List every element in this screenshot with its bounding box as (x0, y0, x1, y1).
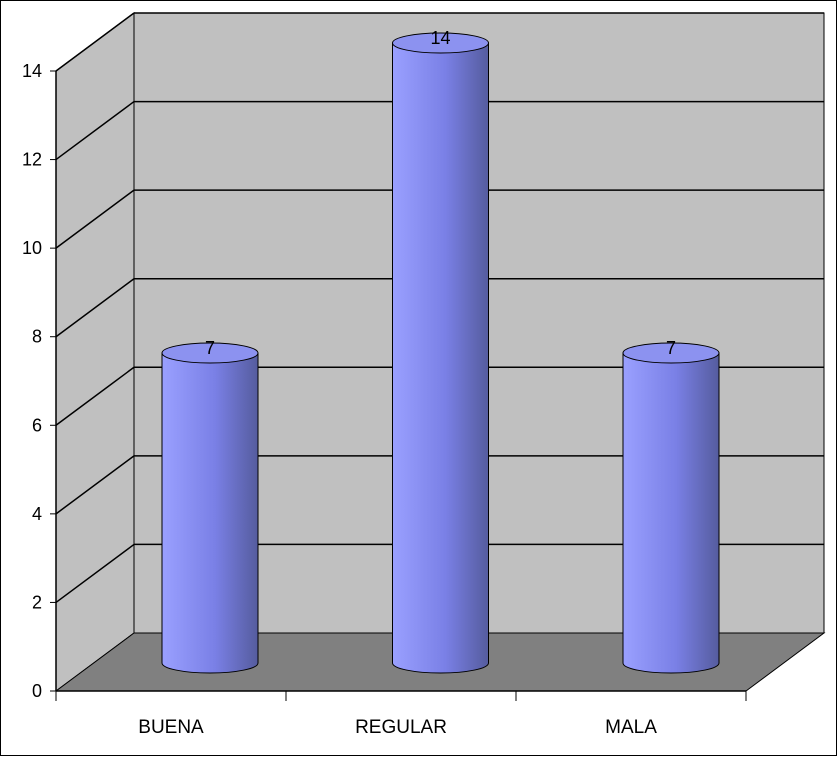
y-tick-label: 8 (32, 327, 42, 347)
data-label: 7 (205, 338, 215, 358)
y-tick-label: 14 (22, 61, 42, 81)
bar-body (392, 42, 489, 674)
x-category-label: REGULAR (355, 717, 447, 738)
bar-cylinder (622, 342, 720, 674)
labels: 0 2 4 6 8 10 12 14 BUENA REGULAR MALA 7 14 7 (22, 28, 676, 738)
bar-cylinder (392, 32, 489, 674)
gridline-side (55, 366, 135, 426)
x-category-label: MALA (605, 717, 657, 738)
x-category-label: BUENA (138, 717, 204, 738)
y-tick-label: 6 (32, 415, 42, 435)
data-label: 14 (430, 28, 450, 48)
axes (50, 70, 747, 701)
gridline-side (55, 543, 135, 604)
bar-top (161, 342, 259, 364)
y-tick-label: 2 (32, 592, 42, 612)
side-wall (55, 12, 135, 692)
gridline-side (55, 455, 135, 515)
gridline-side (55, 189, 135, 249)
y-tick-label: 12 (22, 150, 42, 170)
bar-body (161, 352, 259, 674)
y-tick-label: 0 (32, 681, 42, 701)
gridline-side (55, 100, 135, 161)
bar-top (622, 342, 720, 364)
data-label: 7 (666, 338, 676, 358)
y-tick-label: 4 (32, 504, 42, 524)
bar-cylinder (161, 342, 259, 674)
bar-body (622, 352, 720, 674)
y-tick-label: 10 (22, 238, 42, 258)
gridline-side (55, 278, 135, 338)
gridline-side (55, 12, 135, 72)
bars (161, 32, 720, 674)
bar-top (392, 32, 489, 54)
